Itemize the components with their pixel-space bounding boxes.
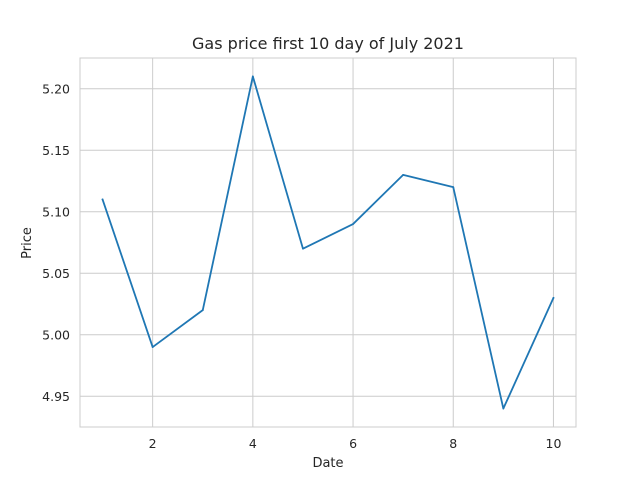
data-points [101,75,555,410]
data-point [302,247,304,250]
x-axis-label: Date [312,456,343,471]
y-axis-label: Price [20,227,35,259]
series-line [101,75,555,410]
data-point [352,223,354,225]
data-point [552,296,555,299]
x-tick-label: 6 [349,436,357,451]
x-tick-label: 2 [149,436,157,451]
y-tick-label: 4.95 [42,389,70,404]
y-tick-label: 5.20 [42,81,70,96]
y-tick-labels: 4.95 5.00 5.05 5.10 5.15 5.20 [42,81,70,404]
x-tick-label: 8 [449,436,457,451]
x-tick-label: 10 [546,436,562,451]
data-point [151,346,154,348]
y-tick-label: 5.15 [42,143,70,158]
grid-lines [80,58,576,427]
data-point [402,173,405,176]
y-tick-label: 5.00 [42,327,70,342]
data-point [502,407,505,410]
y-tick-label: 5.05 [42,266,70,281]
data-point [201,309,204,312]
data-point [251,75,254,78]
data-point [452,186,455,189]
x-tick-label: 4 [249,436,257,451]
y-tick-label: 5.10 [42,204,70,219]
data-point [101,198,104,201]
plot-frame [79,57,577,428]
x-tick-labels: 2 4 6 8 10 [149,436,562,451]
chart-title: Gas price first 10 day of July 2021 [192,34,464,53]
